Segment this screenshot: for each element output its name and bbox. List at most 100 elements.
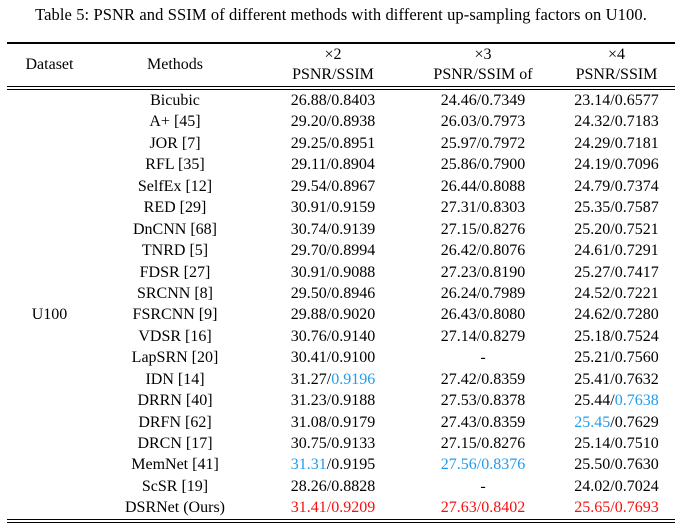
value-segment: 24.02/0.7024	[574, 477, 659, 495]
value-segment: 24.61/0.7291	[574, 242, 659, 260]
value-segment: 29.88/0.9020	[290, 306, 376, 324]
psnr-ssim-cell-x4: 25.27/0.7417	[558, 262, 675, 283]
col-header-methods: Methods	[147, 56, 203, 73]
psnr-ssim-cell-x4: 24.29/0.7181	[558, 133, 675, 154]
value-segment: 25.14/0.7510	[574, 435, 659, 452]
metric-label-x2: PSNR/SSIM	[292, 66, 374, 83]
value-segment: 31.41/0.9209	[290, 499, 376, 517]
method-cell: RED [29]	[143, 199, 207, 217]
psnr-ssim-cell-x3: -	[408, 476, 558, 497]
psnr-ssim-cell-x4: 25.45/0.7629	[558, 412, 675, 433]
psnr-ssim-cell-x2: 29.70/0.8994	[258, 240, 408, 261]
results-table: Dataset Methods ×2 PSNR/SSIM ×3 PSNR/SSI…	[7, 42, 675, 523]
psnr-ssim-cell-x2: 29.54/0.8967	[258, 176, 408, 197]
psnr-ssim-cell-x3: 27.42/0.8359	[408, 369, 558, 390]
value-segment: 27.63/0.8402	[440, 499, 526, 517]
psnr-ssim-cell-x2: 26.88/0.8403	[258, 90, 408, 111]
value-segment: 26.44/0.8088	[440, 177, 526, 195]
value-segment: 27.15/0.8276	[440, 220, 526, 238]
psnr-ssim-cell-x2: 31.27/0.9196	[258, 369, 408, 390]
psnr-ssim-cell-x2: 31.31/0.9195	[258, 454, 408, 475]
value-segment: 25.20/0.7521	[574, 220, 659, 238]
value-segment: -	[480, 349, 486, 367]
psnr-ssim-cell-x3: 27.15/0.8276	[408, 219, 558, 240]
header-separator-rule	[7, 86, 675, 90]
value-segment: 29.20/0.8938	[290, 113, 376, 131]
value-segment: /0.7629	[610, 413, 659, 431]
psnr-ssim-cell-x2: 29.50/0.8946	[258, 283, 408, 304]
value-segment: 27.14/0.8279	[440, 327, 526, 345]
value-segment: 31.23/0.9188	[290, 392, 376, 410]
psnr-ssim-cell-x2: 31.23/0.9188	[258, 390, 408, 411]
psnr-ssim-cell-x3: 27.23/0.8190	[408, 262, 558, 283]
method-cell: MemNet [41]	[131, 456, 219, 474]
value-segment: 27.23/0.8190	[440, 263, 526, 281]
method-cell: DRFN [62]	[138, 413, 212, 431]
value-segment: 25.86/0.7900	[440, 156, 526, 174]
method-cell: DRRN [40]	[137, 392, 213, 410]
psnr-ssim-cell-x2: 29.11/0.8904	[258, 154, 408, 175]
psnr-ssim-cell-x2: 29.25/0.8951	[258, 133, 408, 154]
value-segment: 30.41/0.9100	[290, 349, 376, 367]
value-segment: 25.45	[574, 413, 611, 431]
value-segment: 29.11/0.8904	[291, 156, 375, 174]
value-segment: /0.9195	[326, 456, 376, 474]
psnr-ssim-cell-x3: 25.86/0.7900	[408, 154, 558, 175]
psnr-ssim-cell-x2: 31.41/0.9209	[258, 497, 408, 518]
psnr-ssim-cell-x3: 26.03/0.7973	[408, 111, 558, 132]
value-segment: 24.32/0.7183	[574, 113, 659, 131]
psnr-ssim-cell-x2: 31.08/0.9179	[258, 412, 408, 433]
value-segment: 24.79/0.7374	[574, 177, 659, 195]
psnr-ssim-cell-x3: 26.44/0.8088	[408, 176, 558, 197]
value-segment: 27.53/0.8378	[440, 392, 526, 410]
method-cell: LapSRN [20]	[131, 349, 219, 367]
value-segment: 25.18/0.7524	[574, 327, 659, 345]
method-cell: JOR [7]	[149, 134, 201, 152]
value-segment: 24.29/0.7181	[574, 134, 659, 152]
value-segment: 30.91/0.9159	[290, 199, 376, 217]
psnr-ssim-cell-x3: 26.42/0.8076	[408, 240, 558, 261]
dataset-label: U100	[31, 306, 68, 324]
value-segment: 29.50/0.8946	[290, 284, 376, 302]
psnr-ssim-cell-x4: 24.61/0.7291	[558, 240, 675, 261]
value-segment: -	[480, 477, 486, 495]
value-segment: 30.91/0.9088	[290, 263, 376, 281]
psnr-ssim-cell-x4: 25.35/0.7587	[558, 197, 675, 218]
metric-label-x3: PSNR/SSIM of	[433, 66, 533, 83]
value-segment: 25.35/0.7587	[574, 199, 659, 217]
factor-label-x2: ×2	[324, 46, 342, 63]
value-segment: 28.26/0.8828	[290, 477, 376, 495]
psnr-ssim-cell-x2: 30.75/0.9133	[258, 433, 408, 454]
value-segment: 27.56/0.8376	[440, 456, 526, 474]
value-segment: 26.88/0.8403	[290, 92, 376, 109]
col-header-dataset: Dataset	[25, 56, 74, 73]
value-segment: 25.27/0.7417	[574, 263, 659, 281]
psnr-ssim-cell-x3: 27.31/0.8303	[408, 197, 558, 218]
method-cell: FSRCNN [9]	[132, 306, 218, 324]
value-segment: 29.70/0.8994	[290, 242, 376, 260]
table-bottom-rule	[7, 518, 675, 523]
value-segment: 26.24/0.7989	[440, 284, 526, 302]
psnr-ssim-cell-x4: 25.44/0.7638	[558, 390, 675, 411]
value-segment: 25.97/0.7972	[440, 134, 526, 152]
psnr-ssim-cell-x4: 24.02/0.7024	[558, 476, 675, 497]
psnr-ssim-cell-x4: 23.14/0.6577	[558, 90, 675, 111]
method-cell: DSRNet (Ours)	[125, 499, 225, 517]
value-segment: 24.62/0.7280	[574, 306, 659, 324]
psnr-ssim-cell-x4: 24.62/0.7280	[558, 304, 675, 325]
value-segment: 23.14/0.6577	[574, 92, 659, 109]
psnr-ssim-cell-x2: 30.91/0.9159	[258, 197, 408, 218]
psnr-ssim-cell-x4: 25.20/0.7521	[558, 219, 675, 240]
psnr-ssim-cell-x3: 27.53/0.8378	[408, 390, 558, 411]
method-cell: DRCN [17]	[137, 435, 213, 452]
psnr-ssim-cell-x3: 26.24/0.7989	[408, 283, 558, 304]
value-segment: 29.54/0.8967	[290, 177, 376, 195]
psnr-ssim-cell-x2: 29.88/0.9020	[258, 304, 408, 325]
value-segment: 25.65/0.7693	[574, 499, 659, 517]
value-segment: 30.75/0.9133	[290, 435, 376, 452]
value-segment: 31.27/	[290, 370, 332, 388]
psnr-ssim-cell-x3: 27.15/0.8276	[408, 433, 558, 454]
value-segment: 30.76/0.9140	[290, 327, 376, 345]
value-segment: 25.21/0.7560	[574, 349, 659, 367]
factor-label-x3: ×3	[474, 46, 492, 63]
